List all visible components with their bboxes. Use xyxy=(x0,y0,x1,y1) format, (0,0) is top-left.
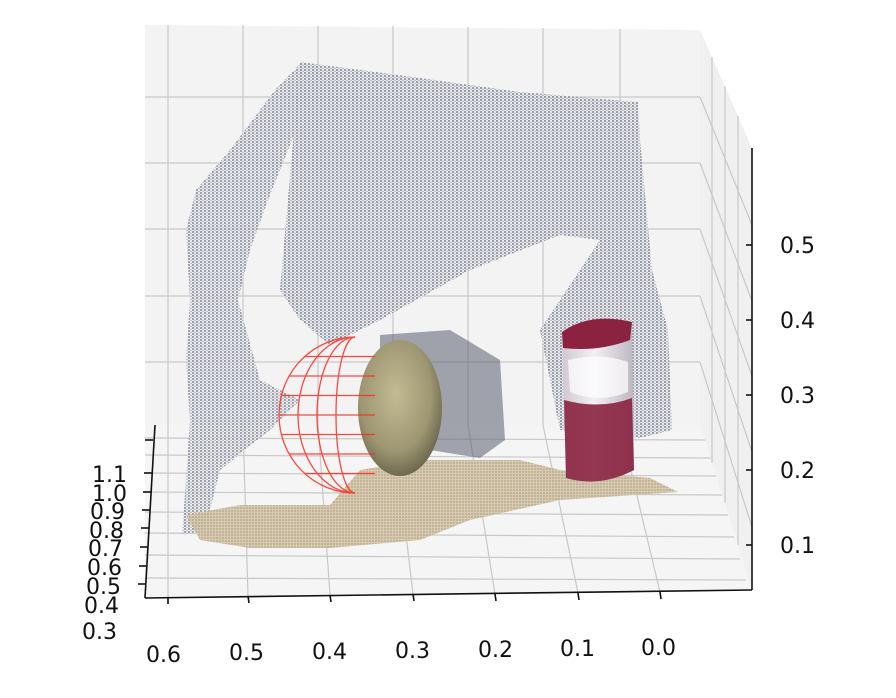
x-tick-label: 0.5 xyxy=(229,641,264,666)
y-tick-label: 1.1 xyxy=(92,463,127,488)
y-tick-label: 0.6 xyxy=(87,556,122,581)
x-tick-label: 0.4 xyxy=(312,640,347,665)
z-tick-label: 0.4 xyxy=(780,309,815,334)
x-tick-label: 0.6 xyxy=(146,643,181,668)
z-tick-label: 0.3 xyxy=(780,384,815,409)
y-tick-label: 1.0 xyxy=(92,482,127,507)
y-axis: 1.1 1.0 0.9 0.8 0.7 0.6 0.5 0.4 0.3 xyxy=(82,424,156,645)
x-axis: 0.6 0.5 0.4 0.3 0.2 0.1 0.0 xyxy=(144,589,753,668)
right-pane xyxy=(700,30,752,590)
z-tick-label: 0.1 xyxy=(780,534,815,559)
y-tick-label: 0.3 xyxy=(82,620,117,645)
y-tick-label: 0.9 xyxy=(90,500,125,525)
z-tick-label: 0.5 xyxy=(780,234,815,259)
z-tick-label: 0.2 xyxy=(780,459,815,484)
x-tick-label: 0.2 xyxy=(478,638,513,663)
point-cloud xyxy=(182,62,678,548)
x-tick-label: 0.1 xyxy=(560,637,595,662)
table-points xyxy=(186,460,678,548)
x-tick-label: 0.0 xyxy=(641,636,676,661)
can-points xyxy=(562,318,634,482)
wireframe-sphere xyxy=(278,336,375,494)
y-tick-label: 0.4 xyxy=(84,594,119,619)
x-tick-label: 0.3 xyxy=(395,639,430,664)
y-tick-label: 0.7 xyxy=(88,537,123,562)
y-tick-label: 0.5 xyxy=(86,575,121,600)
y-tick-label: 0.8 xyxy=(89,519,124,544)
left-wall-points xyxy=(182,62,302,535)
stone-points xyxy=(358,340,442,476)
z-axis: 0.5 0.4 0.3 0.2 0.1 xyxy=(746,148,815,590)
